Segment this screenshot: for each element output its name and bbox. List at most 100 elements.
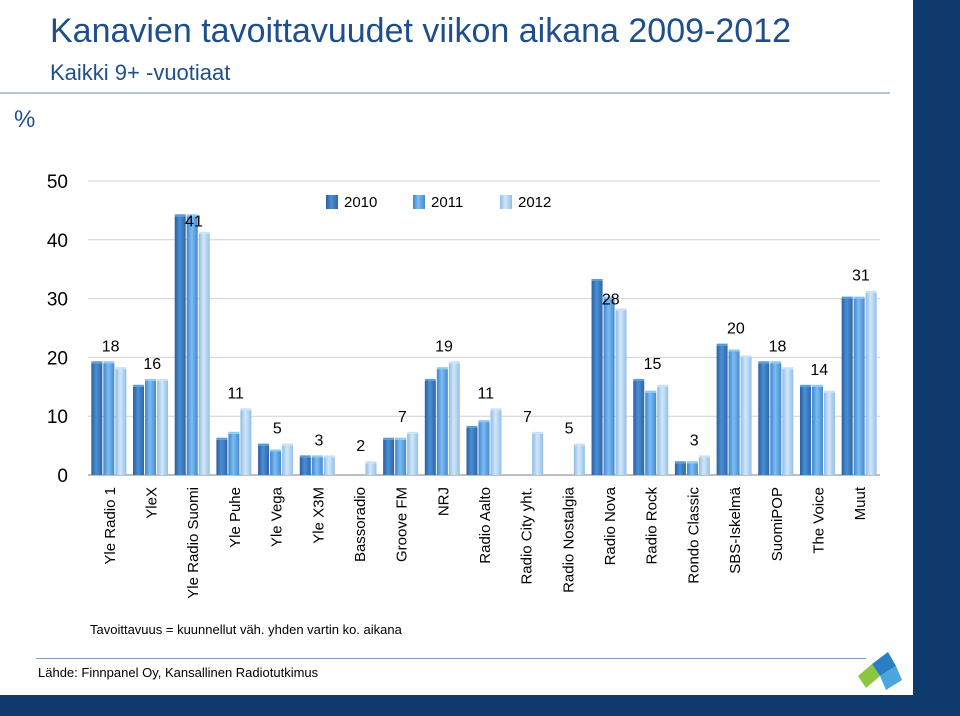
bar-cap-2012-2 bbox=[198, 231, 210, 234]
bar-2011-9 bbox=[478, 422, 490, 475]
bar-cap-2012-6 bbox=[365, 461, 377, 464]
bar-2012-10 bbox=[532, 433, 544, 475]
bar-cap-2012-18 bbox=[865, 290, 877, 293]
bar-cap-2012-9 bbox=[490, 408, 502, 411]
legend: 2010 2011 2012 bbox=[326, 194, 551, 211]
x-axis-ticks: Yle Radio 1 YleX Yle Radio Suomi Yle Puhe Yl… bbox=[102, 486, 869, 599]
y-axis-ticks: 0 10 20 30 40 50 bbox=[47, 172, 68, 487]
bar-2011-7 bbox=[395, 439, 407, 475]
bar-2011-16 bbox=[770, 363, 782, 475]
data-label: 3 bbox=[690, 432, 699, 449]
bar-2012-7 bbox=[407, 433, 419, 475]
bar-cap-2011-14 bbox=[686, 461, 698, 464]
bar-cap-2010-2 bbox=[174, 214, 186, 217]
bar-2010-14 bbox=[674, 463, 686, 475]
footnote: Tavoittavuus = kuunnellut väh. yhden var… bbox=[90, 622, 402, 637]
legend-label: 2011 bbox=[431, 194, 463, 211]
x-tick-label: Rondo Classic bbox=[685, 487, 702, 584]
bar-cap-2012-0 bbox=[115, 367, 127, 370]
x-tick-label: Radio Rock bbox=[644, 487, 661, 565]
bar-cap-2011-1 bbox=[145, 378, 157, 381]
bar-cap-2011-16 bbox=[770, 361, 782, 364]
bar-2012-18 bbox=[865, 292, 877, 475]
bar-2012-9 bbox=[490, 410, 502, 475]
data-label: 11 bbox=[477, 385, 494, 402]
x-tick-label: Bassoradio bbox=[352, 487, 369, 562]
slide-subtitle: Kaikki 9+ -vuotiaat bbox=[50, 60, 231, 85]
bar-cap-2011-18 bbox=[853, 296, 865, 299]
legend-label: 2010 bbox=[344, 194, 377, 211]
right-accent-band bbox=[913, 0, 960, 716]
y-tick-label: 40 bbox=[47, 231, 68, 252]
legend-swatch-2012 bbox=[500, 195, 512, 209]
bar-2012-14 bbox=[698, 457, 710, 475]
bar-2012-13 bbox=[657, 386, 669, 475]
bar-cap-2011-7 bbox=[395, 437, 407, 440]
data-label: 18 bbox=[102, 338, 120, 355]
data-label: 15 bbox=[644, 356, 662, 373]
bar-2010-2 bbox=[174, 216, 186, 475]
x-tick-label: YleX bbox=[144, 487, 161, 519]
bar-cap-2012-3 bbox=[240, 408, 252, 411]
bar-2010-12 bbox=[591, 280, 603, 475]
bar-cap-2012-5 bbox=[323, 455, 335, 458]
bar-2010-15 bbox=[716, 345, 728, 475]
data-label: 11 bbox=[227, 385, 244, 402]
bar-cap-2010-16 bbox=[758, 361, 770, 364]
source-note: Lähde: Finnpanel Oy, Kansallinen Radiotu… bbox=[38, 665, 319, 680]
data-label: 28 bbox=[602, 291, 620, 308]
bar-2012-12 bbox=[615, 310, 627, 475]
bar-2010-13 bbox=[633, 380, 645, 475]
bar-2012-17 bbox=[823, 392, 835, 475]
bar-2011-5 bbox=[311, 457, 323, 475]
x-tick-label: SuomiPOP bbox=[769, 487, 786, 561]
bar-cap-2012-7 bbox=[407, 431, 419, 434]
y-tick-label: 10 bbox=[47, 407, 68, 428]
bar-2011-8 bbox=[436, 369, 448, 475]
bar-cap-2010-18 bbox=[841, 296, 853, 299]
bar-2012-11 bbox=[573, 445, 585, 475]
data-label: 41 bbox=[185, 213, 203, 230]
bar-2011-18 bbox=[853, 298, 865, 475]
bar-cap-2011-17 bbox=[811, 384, 823, 387]
bar-cap-2012-12 bbox=[615, 308, 627, 311]
y-tick-label: 30 bbox=[47, 290, 68, 311]
x-tick-label: Radio Nova bbox=[602, 486, 619, 565]
bar-2012-16 bbox=[782, 369, 794, 475]
bar-2012-6 bbox=[365, 463, 377, 475]
bar-2011-1 bbox=[145, 380, 157, 475]
bar-cap-2012-8 bbox=[448, 361, 460, 364]
bar-2010-18 bbox=[841, 298, 853, 475]
bar-2012-0 bbox=[115, 369, 127, 475]
bar-2010-7 bbox=[383, 439, 395, 475]
bar-cap-2012-10 bbox=[532, 431, 544, 434]
bar-2010-0 bbox=[91, 363, 103, 475]
legend-swatch-2010 bbox=[326, 195, 338, 209]
x-tick-label: Radio Aalto bbox=[477, 487, 494, 564]
data-label: 16 bbox=[143, 356, 161, 373]
bar-2010-17 bbox=[799, 386, 811, 475]
y-tick-label: 0 bbox=[57, 466, 68, 487]
bar-cap-2011-0 bbox=[103, 361, 115, 364]
bar-cap-2011-15 bbox=[728, 349, 740, 352]
bar-2011-0 bbox=[103, 363, 115, 475]
bar-2010-1 bbox=[133, 386, 145, 475]
bar-cap-2010-1 bbox=[133, 384, 145, 387]
bar-2010-5 bbox=[299, 457, 311, 475]
bar-2011-13 bbox=[645, 392, 657, 475]
bar-2010-9 bbox=[466, 427, 478, 475]
bar-2012-3 bbox=[240, 410, 252, 475]
bar-2011-4 bbox=[270, 451, 282, 475]
x-tick-label: Muut bbox=[852, 486, 869, 520]
bar-cap-2010-17 bbox=[799, 384, 811, 387]
bar-cap-2012-16 bbox=[782, 367, 794, 370]
data-label: 7 bbox=[398, 409, 407, 426]
data-label: 2 bbox=[356, 438, 365, 455]
title-divider bbox=[0, 92, 890, 94]
bar-cap-2010-12 bbox=[591, 278, 603, 281]
x-tick-label: Yle X3M bbox=[310, 487, 327, 544]
bottom-accent-band bbox=[0, 695, 960, 716]
data-label: 18 bbox=[769, 338, 787, 355]
bar-cap-2011-13 bbox=[645, 390, 657, 393]
y-tick-label: 50 bbox=[47, 172, 68, 193]
